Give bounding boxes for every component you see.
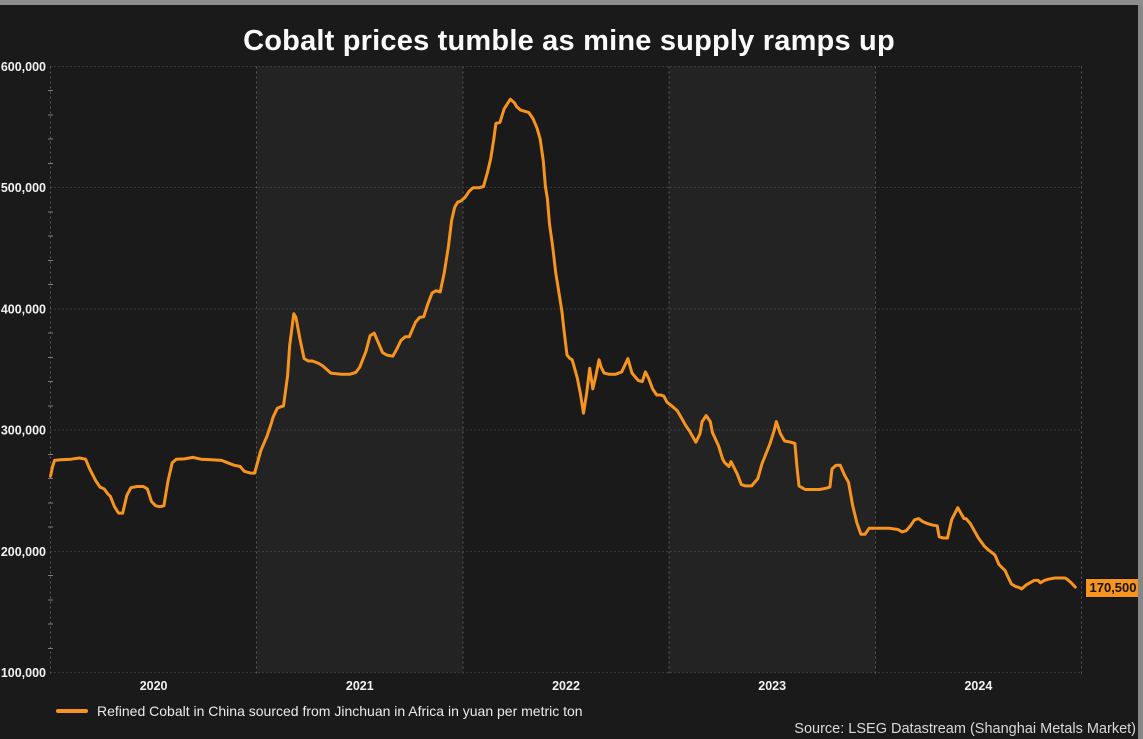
- y-tick-label: 300,000: [1, 424, 46, 438]
- y-tick-label: 200,000: [1, 545, 46, 559]
- y-tick-label: 600,000: [1, 60, 46, 74]
- last-value-label: 170,500: [1084, 578, 1142, 599]
- x-tick-label: 2023: [758, 679, 786, 693]
- x-tick-label: 2020: [140, 679, 168, 693]
- legend-label: Refined Cobalt in China sourced from Jin…: [97, 703, 583, 719]
- year-band: [462, 66, 670, 673]
- legend-line-swatch: [56, 709, 88, 713]
- x-tick-label: 2021: [346, 679, 374, 693]
- year-band: [875, 66, 1082, 673]
- y-tick-label: 400,000: [1, 302, 46, 316]
- source-attribution: Source: LSEG Datastream (Shanghai Metals…: [794, 721, 1136, 737]
- x-tick-label: 2024: [964, 679, 992, 693]
- year-band: [669, 66, 876, 673]
- window-right-edge: [1138, 0, 1143, 739]
- y-tick-label: 500,000: [1, 181, 46, 195]
- price-line: [49, 97, 1077, 591]
- chart-title: Cobalt prices tumble as mine supply ramp…: [243, 25, 895, 57]
- year-band: [50, 66, 257, 673]
- legend: Refined Cobalt in China sourced from Jin…: [56, 703, 583, 719]
- x-tick-label: 2022: [552, 679, 580, 693]
- window-top-edge: [0, 0, 1143, 5]
- y-tick-label: 100,000: [1, 666, 46, 680]
